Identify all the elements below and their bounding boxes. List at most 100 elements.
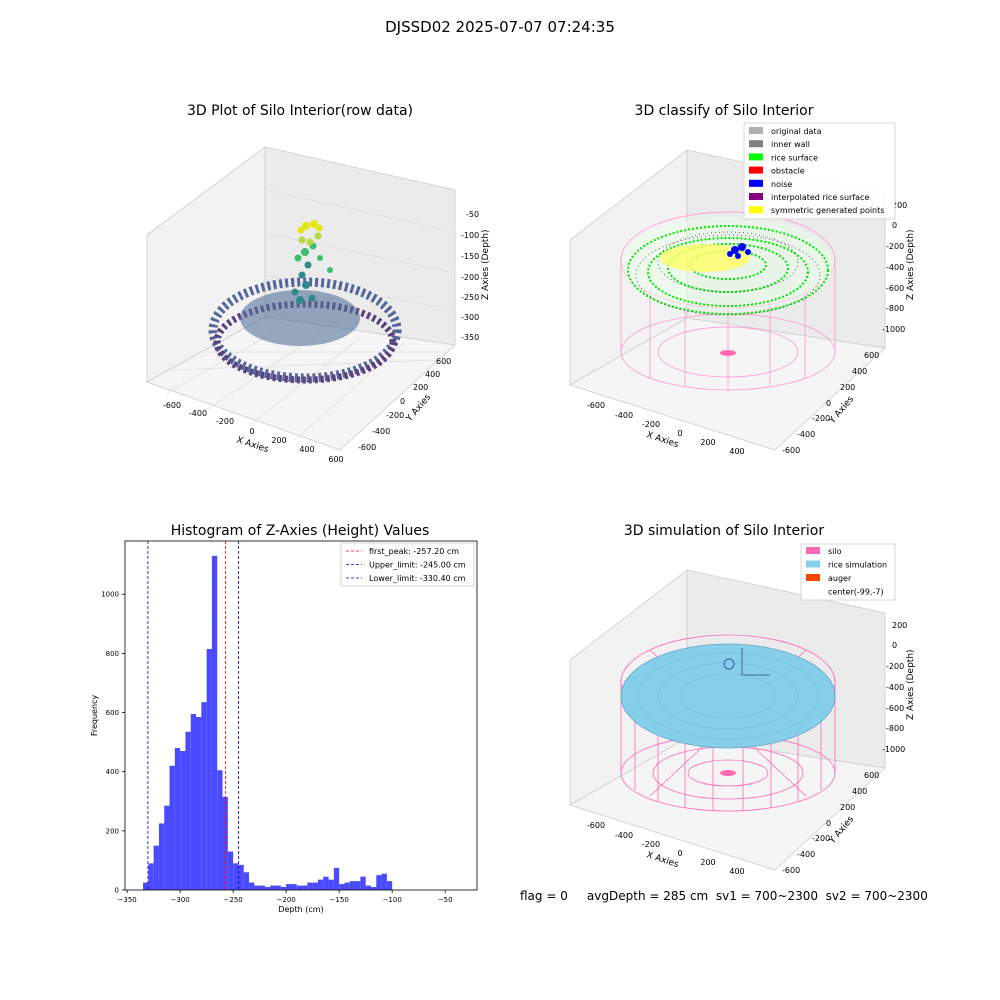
p2-ytick: 600	[864, 351, 879, 360]
p1-ytick: -600	[358, 443, 376, 452]
histogram-bar	[169, 765, 175, 890]
legend-swatch	[749, 153, 763, 161]
p2-ztick: -600	[886, 284, 904, 293]
histogram-title: Histogram of Z-Axies (Height) Values	[170, 523, 430, 539]
histogram-bar	[185, 731, 191, 890]
p1-ytick: 400	[425, 370, 440, 379]
p4-ztick: -800	[886, 724, 904, 733]
p2-ytick: -400	[797, 430, 815, 439]
p1-ztick: -100	[461, 231, 479, 240]
legend-label: auger	[828, 574, 852, 583]
p2-ztick: -200	[886, 242, 904, 251]
legend-label: interpolated rice surface	[771, 193, 869, 202]
histogram-chart: −350 −300 −250 −200 −150 −100 −50 0 200 400 600 800…	[90, 540, 478, 914]
histogram-ylabel: Frequency	[90, 695, 99, 737]
legend-label: symmetric generated points	[771, 206, 884, 215]
p2-ytick: 200	[840, 383, 855, 392]
histogram-bar	[376, 875, 382, 890]
p1-ylabel: Y Axies	[404, 392, 433, 424]
p1-ztick: -150	[461, 252, 479, 261]
p4-xtick: -200	[642, 840, 660, 849]
p1-ytick: 200	[413, 383, 428, 392]
histogram-frame	[124, 540, 478, 891]
p2-ztick: -800	[886, 304, 904, 313]
panel2-title: 3D classify of Silo Interior	[634, 103, 814, 119]
p4-xtick: -600	[587, 821, 605, 830]
histogram-bar	[270, 885, 276, 890]
histogram-bar	[323, 876, 329, 890]
histogram-bar	[180, 750, 186, 890]
p2-ytick: -600	[782, 446, 800, 455]
p2-xtick: -400	[615, 411, 633, 420]
p2-legend: original data inner wall rice surface obsta…	[743, 122, 896, 220]
histogram-bar	[196, 716, 202, 890]
legend-swatch	[749, 179, 763, 187]
histogram-xtick-label: −250	[224, 896, 243, 904]
legend-swatch	[749, 127, 763, 134]
histogram-xtick-label: −350	[118, 896, 137, 904]
histogram-bar	[333, 867, 340, 890]
p4-ytick: 0	[826, 819, 831, 828]
p4-xtick: 0	[677, 849, 682, 858]
histogram-xtick-label: −200	[277, 896, 296, 904]
figure-suptitle: DJSSD02 2025-07-07 07:24:35	[385, 18, 615, 36]
p1-ytick: -200	[386, 411, 404, 420]
p2-xtick: -200	[642, 420, 660, 429]
histogram-bar	[381, 873, 387, 890]
p1-xtick: 0	[249, 427, 254, 436]
legend-swatch	[806, 574, 820, 581]
legend-swatch	[749, 193, 763, 200]
p4-ztick: 0	[892, 641, 897, 650]
p4-ytick: -200	[812, 834, 830, 843]
p2-ytick: -200	[812, 414, 830, 423]
histogram-bar	[164, 805, 170, 890]
histogram-ytick-label: 200	[106, 827, 119, 835]
p4-xtick: 200	[700, 858, 715, 867]
histogram-bar	[190, 714, 197, 890]
legend-label: rice simulation	[828, 561, 887, 570]
histogram-bar	[158, 823, 165, 890]
p4-ztick: -200	[886, 662, 904, 671]
p1-xtick: 200	[271, 436, 286, 445]
legend-label: rice surface	[771, 153, 818, 162]
histogram-bar	[217, 770, 223, 890]
p2-xtick: 0	[677, 429, 682, 438]
p2-ztick: 0	[892, 221, 897, 230]
histogram-bar	[259, 885, 265, 890]
histogram-bar	[143, 882, 149, 890]
histogram-bar	[243, 872, 250, 890]
histogram-bar	[349, 881, 356, 890]
p1-ztick: -50	[466, 210, 479, 219]
legend-swatch	[749, 166, 763, 174]
p4-zlabel: Z Axies (Depth)	[906, 649, 916, 720]
p2-xtick: 400	[729, 447, 744, 456]
p1-xtick: 600	[328, 455, 343, 464]
histogram-bar	[317, 879, 324, 890]
histogram-bar	[153, 845, 159, 890]
legend-label: Upper_limit: -245.00 cm	[369, 561, 466, 570]
p1-ztick: -250	[461, 293, 479, 302]
histogram-bar	[275, 885, 281, 890]
p4-ztick: -1000	[882, 745, 905, 754]
histogram-bar	[238, 864, 244, 890]
histogram-bar	[370, 887, 377, 890]
p2-ylabel: Y Axies	[827, 394, 856, 426]
histogram-xtick-label: −50	[438, 896, 453, 904]
legend-swatch	[749, 140, 763, 148]
p4-xlabel: X Axies	[645, 850, 680, 870]
p1-ztick: -300	[461, 313, 479, 322]
p4-ytick: -400	[797, 850, 815, 859]
p1-xtick: 400	[299, 445, 314, 454]
p4-ytick: -600	[782, 866, 800, 875]
p4-ytick: 200	[840, 803, 855, 812]
legend-swatch	[806, 560, 820, 568]
histogram-bar	[233, 863, 239, 890]
histogram-ytick-label: 400	[106, 768, 119, 776]
histogram-bar	[206, 648, 212, 890]
histogram-bar	[280, 887, 287, 890]
histogram-bar	[328, 879, 334, 890]
p1-xlabel: X Axies	[235, 435, 270, 455]
p1-ytick: 600	[436, 357, 451, 366]
legend-label: inner wall	[771, 140, 810, 149]
p1-ytick: -400	[372, 427, 390, 436]
